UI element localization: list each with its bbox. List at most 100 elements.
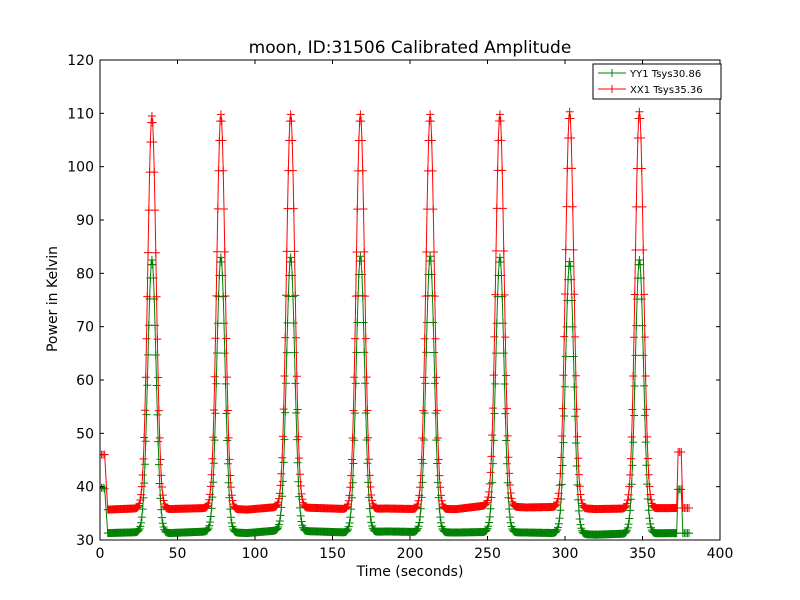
data-point xyxy=(626,506,635,515)
data-point xyxy=(207,470,216,479)
data-point xyxy=(629,333,638,342)
data-point xyxy=(363,459,372,468)
data-point xyxy=(137,482,146,491)
data-point xyxy=(142,410,151,419)
data-point xyxy=(346,513,355,522)
data-point xyxy=(143,381,152,390)
data-point xyxy=(292,333,301,342)
data-point xyxy=(433,434,442,443)
data-point xyxy=(366,512,375,521)
data-point xyxy=(148,260,157,269)
data-point xyxy=(484,493,493,502)
data-point xyxy=(210,372,219,381)
data-point xyxy=(351,292,360,301)
data-point xyxy=(205,495,214,504)
data-point xyxy=(685,504,693,512)
data-point xyxy=(289,318,298,327)
data-point xyxy=(566,262,575,271)
data-point xyxy=(500,379,509,388)
data-point xyxy=(426,117,435,126)
data-point xyxy=(151,248,160,257)
data-point xyxy=(621,503,630,512)
data-point xyxy=(150,168,159,177)
data-point xyxy=(350,436,359,445)
data-point xyxy=(508,497,517,506)
data-point xyxy=(571,438,580,447)
data-point xyxy=(413,500,422,509)
data-point xyxy=(485,512,494,521)
data-point xyxy=(348,433,357,442)
data-point xyxy=(416,512,425,521)
data-point xyxy=(640,290,649,299)
data-point xyxy=(636,134,645,143)
data-point xyxy=(426,252,435,261)
data-point xyxy=(295,454,304,463)
data-point xyxy=(223,406,232,415)
data-point xyxy=(364,455,373,464)
data-point xyxy=(363,406,372,415)
data-point xyxy=(223,459,232,468)
data-point xyxy=(629,372,638,381)
data-point xyxy=(551,501,560,510)
data-point xyxy=(506,489,515,497)
data-point xyxy=(295,470,304,479)
data-point xyxy=(227,518,236,527)
data-point xyxy=(292,372,301,381)
data-point xyxy=(344,496,353,505)
data-point xyxy=(296,481,305,490)
x-tick-label: 100 xyxy=(242,546,269,562)
data-point xyxy=(555,514,564,523)
data-point xyxy=(211,334,220,343)
data-point xyxy=(626,454,635,463)
data-point xyxy=(154,460,163,469)
data-point xyxy=(555,481,564,490)
data-point xyxy=(640,381,649,390)
data-point xyxy=(205,521,214,530)
y-tick-label: 30 xyxy=(76,533,94,549)
data-point xyxy=(158,491,167,500)
data-point xyxy=(222,334,231,343)
data-point xyxy=(504,453,513,462)
data-point xyxy=(209,459,218,468)
data-point xyxy=(575,514,584,523)
data-point xyxy=(213,247,222,256)
data-point xyxy=(367,491,376,500)
data-point xyxy=(140,460,149,469)
data-point xyxy=(229,500,238,509)
data-point xyxy=(294,477,303,486)
data-point xyxy=(275,520,284,529)
data-point xyxy=(556,506,565,515)
data-point xyxy=(147,112,156,120)
data-point xyxy=(291,379,300,388)
data-point xyxy=(569,245,578,254)
data-point xyxy=(643,432,652,441)
data-point xyxy=(427,136,436,145)
data-point xyxy=(147,256,156,264)
data-point xyxy=(364,433,373,442)
data-point xyxy=(641,438,650,447)
data-point xyxy=(362,435,371,444)
data-point xyxy=(226,483,235,492)
data-point xyxy=(341,504,350,513)
data-point xyxy=(281,333,290,342)
data-point xyxy=(430,292,439,301)
data-point xyxy=(360,348,369,357)
data-point xyxy=(418,478,427,487)
data-point xyxy=(272,501,281,510)
data-point xyxy=(436,513,445,522)
data-point xyxy=(622,527,631,536)
data-point xyxy=(278,432,287,441)
data-point xyxy=(553,498,562,507)
data-point xyxy=(220,204,228,213)
data-point xyxy=(629,438,638,447)
data-point xyxy=(347,455,356,464)
data-point xyxy=(565,257,574,266)
data-point xyxy=(554,523,563,532)
data-point xyxy=(365,471,374,480)
data-point xyxy=(640,411,649,420)
data-point xyxy=(291,291,300,300)
data-point xyxy=(488,459,497,468)
data-point xyxy=(157,471,166,480)
data-point xyxy=(138,505,147,514)
data-point xyxy=(368,499,377,508)
